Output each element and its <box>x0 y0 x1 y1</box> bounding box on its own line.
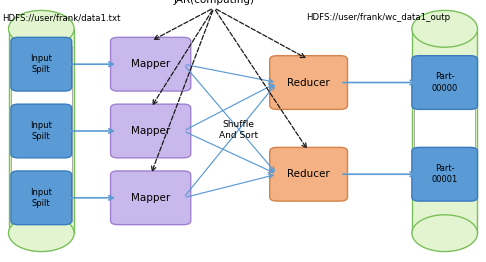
Bar <box>9 29 74 233</box>
FancyBboxPatch shape <box>412 147 477 201</box>
Text: Mapper: Mapper <box>131 126 170 136</box>
Text: Part-
00000: Part- 00000 <box>432 73 458 92</box>
FancyBboxPatch shape <box>110 171 191 225</box>
FancyBboxPatch shape <box>11 171 72 225</box>
Text: Reducer: Reducer <box>287 169 330 179</box>
Text: HDFS://user/frank/data1.txt: HDFS://user/frank/data1.txt <box>2 13 121 22</box>
FancyBboxPatch shape <box>412 56 477 110</box>
Text: Shuffle
And Sort: Shuffle And Sort <box>219 120 258 140</box>
Text: Part-
00001: Part- 00001 <box>432 164 458 184</box>
FancyBboxPatch shape <box>110 37 191 91</box>
Ellipse shape <box>412 215 477 252</box>
Text: Mapper: Mapper <box>131 193 170 203</box>
Text: Mapper: Mapper <box>131 59 170 69</box>
FancyBboxPatch shape <box>11 37 72 91</box>
FancyBboxPatch shape <box>110 104 191 158</box>
FancyBboxPatch shape <box>11 104 72 158</box>
FancyBboxPatch shape <box>11 46 72 221</box>
FancyBboxPatch shape <box>414 60 475 199</box>
FancyBboxPatch shape <box>270 147 347 201</box>
Text: Input
Spilt: Input Spilt <box>30 54 52 74</box>
Bar <box>412 29 477 233</box>
Text: Input
Spilt: Input Spilt <box>30 188 52 208</box>
Text: JAR(computing): JAR(computing) <box>174 0 254 5</box>
Ellipse shape <box>412 10 477 47</box>
Text: HDFS://user/frank/wc_data1_outp: HDFS://user/frank/wc_data1_outp <box>306 13 451 22</box>
FancyBboxPatch shape <box>270 56 347 110</box>
Text: Reducer: Reducer <box>287 78 330 88</box>
Ellipse shape <box>9 10 74 47</box>
Ellipse shape <box>9 215 74 252</box>
Text: Input
Spilt: Input Spilt <box>30 121 52 141</box>
